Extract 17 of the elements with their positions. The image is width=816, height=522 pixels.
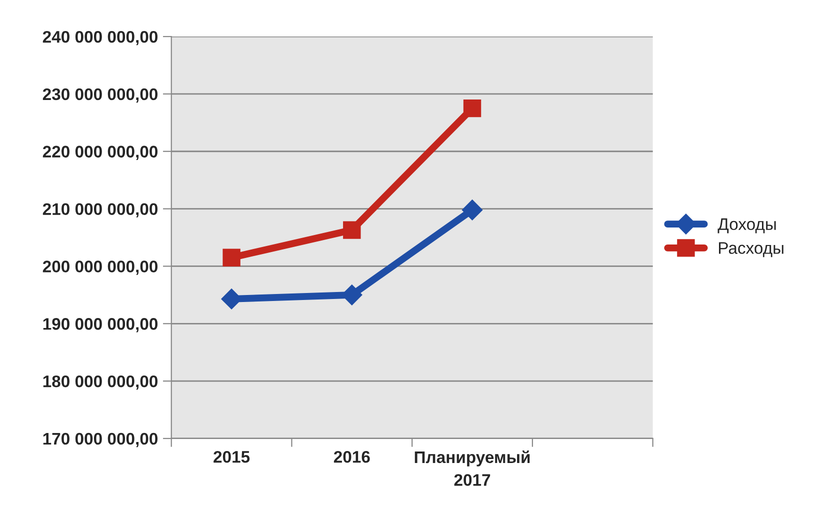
- legend-label: Доходы: [718, 218, 776, 234]
- y-tick-label: 170 000 000,00: [43, 432, 158, 448]
- x-tick-label: Планируемый 2017: [414, 450, 530, 486]
- point: [343, 221, 361, 239]
- y-tick-label: 200 000 000,00: [42, 260, 158, 275]
- y-tick-label: 190 000 000,00: [43, 318, 158, 332]
- y-tick-label: 220 000 000,00: [42, 146, 158, 160]
- legend-label: Расходы: [718, 242, 784, 258]
- point: [462, 200, 483, 220]
- y-tick-label: 240 000 000,00: [42, 30, 158, 46]
- y-tick-label: 210 000 000,00: [42, 203, 158, 218]
- x-tick-label: 2015: [214, 450, 250, 463]
- y-tick-label: 180 000 000,00: [43, 375, 158, 390]
- x-tick-label: 2016: [334, 450, 370, 463]
- y-tick-label: 230 000 000,00: [42, 88, 158, 103]
- point: [463, 99, 482, 118]
- point: [222, 248, 240, 266]
